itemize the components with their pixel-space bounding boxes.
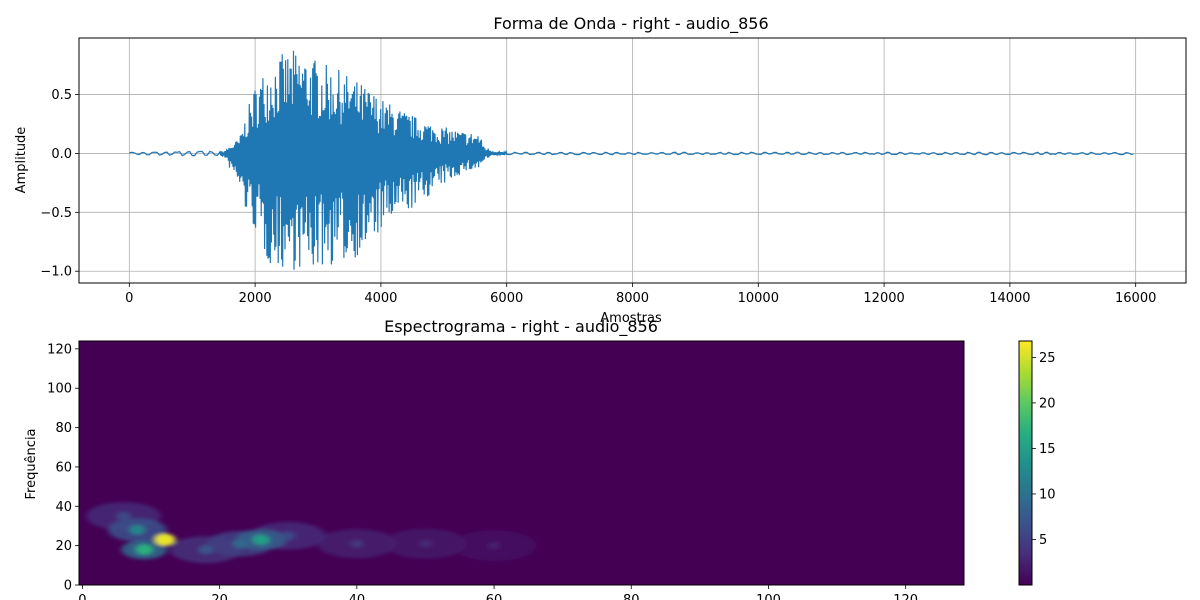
spectrogram-hotspot	[350, 539, 364, 548]
spectrogram-xtick-label: 20	[211, 593, 228, 600]
spectrogram-heat	[86, 502, 537, 563]
waveform-xtick-label: 2000	[239, 291, 272, 306]
spectrogram-hotspot	[129, 525, 146, 535]
spectrogram-xtick-label: 0	[78, 593, 86, 600]
spectrogram-ytick-label: 20	[55, 539, 72, 554]
spectrogram-ytick-label: 40	[55, 500, 72, 515]
spectrogram-xtick-label: 120	[893, 593, 918, 600]
waveform-ticks: 0 2000 4000 6000 8000 10000 12000 14000 16000 −1.…	[40, 88, 1156, 306]
waveform-xtick-label: 10000	[738, 291, 779, 306]
spectrogram-title: Espectrograma - right - audio_856	[384, 317, 658, 337]
spectrogram-ytick-label: 60	[55, 460, 72, 475]
waveform-xtick-label: 4000	[364, 291, 397, 306]
waveform-xtick-label: 16000	[1115, 291, 1156, 306]
spectrogram-hotspot	[487, 541, 501, 550]
colorbar-tick-label: 20	[1039, 396, 1056, 411]
spectrogram-hotspot	[232, 539, 248, 549]
spectrogram-xtick-label: 100	[756, 593, 781, 600]
spectrogram-hotspot	[135, 544, 153, 555]
spectrogram-hotspot	[116, 511, 131, 521]
colorbar-tick-label: 10	[1039, 487, 1056, 502]
spectrogram-hotspot	[419, 539, 432, 548]
colorbar-tick-label: 5	[1039, 533, 1047, 548]
colorbar: 5 10 15 20 25	[1018, 340, 1056, 586]
spectrogram-chart: Espectrograma - right - audio_856 0 20 40 6…	[24, 317, 965, 600]
spectrogram-ticks: 0 20 40 60 80 100 120 0 20 40 60 80 100 120	[47, 342, 918, 600]
colorbar-tick-label: 25	[1039, 351, 1056, 366]
spectrogram-hotspot	[198, 545, 213, 555]
colorbar-tick-label: 15	[1039, 442, 1056, 457]
spectrogram-xtick-label: 40	[349, 593, 366, 600]
waveform-ytick-label: 0.5	[51, 88, 72, 103]
waveform-ytick-label: 0.0	[51, 147, 72, 162]
spectrogram-ytick-label: 120	[47, 342, 72, 357]
waveform-chart: Forma de Onda - right - audio_856 0 2000 4…	[14, 14, 1187, 326]
waveform-ylabel: Amplitude	[14, 127, 29, 194]
colorbar-ticks: 5 10 15 20 25	[1032, 351, 1056, 548]
spectrogram-ytick-label: 80	[55, 421, 72, 436]
waveform-xtick-label: 0	[125, 291, 133, 306]
waveform-series-line	[129, 50, 1134, 270]
waveform-xtick-label: 14000	[989, 291, 1030, 306]
waveform-xtick-label: 12000	[863, 291, 904, 306]
waveform-ytick-label: −0.5	[40, 206, 72, 221]
spectrogram-axes-frame	[78, 340, 965, 586]
waveform-xlabel: Amostras	[600, 311, 662, 326]
spectrogram-ytick-label: 0	[64, 579, 72, 594]
waveform-ytick-label: −1.0	[40, 265, 72, 280]
spectrogram-hotspot	[252, 534, 270, 545]
waveform-xtick-label: 8000	[616, 291, 649, 306]
spectrogram-ylabel: Frequência	[24, 428, 39, 499]
waveform-title: Forma de Onda - right - audio_856	[493, 14, 768, 34]
spectrogram-hotspot	[281, 531, 296, 541]
spectrogram-xtick-label: 60	[486, 593, 503, 600]
spectrogram-ytick-label: 100	[47, 382, 72, 397]
waveform-xtick-label: 6000	[490, 291, 523, 306]
waveform-axes-frame	[78, 37, 1187, 284]
spectrogram-xtick-label: 80	[623, 593, 640, 600]
spectrogram-hotspot	[154, 533, 175, 546]
colorbar-gradient	[1018, 340, 1033, 586]
